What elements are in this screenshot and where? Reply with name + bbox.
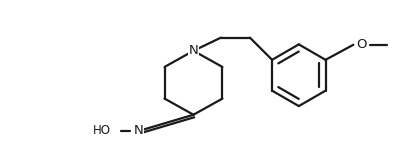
Text: N: N: [134, 124, 144, 137]
Text: O: O: [356, 38, 366, 51]
Text: HO: HO: [93, 124, 110, 137]
Text: N: N: [188, 44, 198, 57]
